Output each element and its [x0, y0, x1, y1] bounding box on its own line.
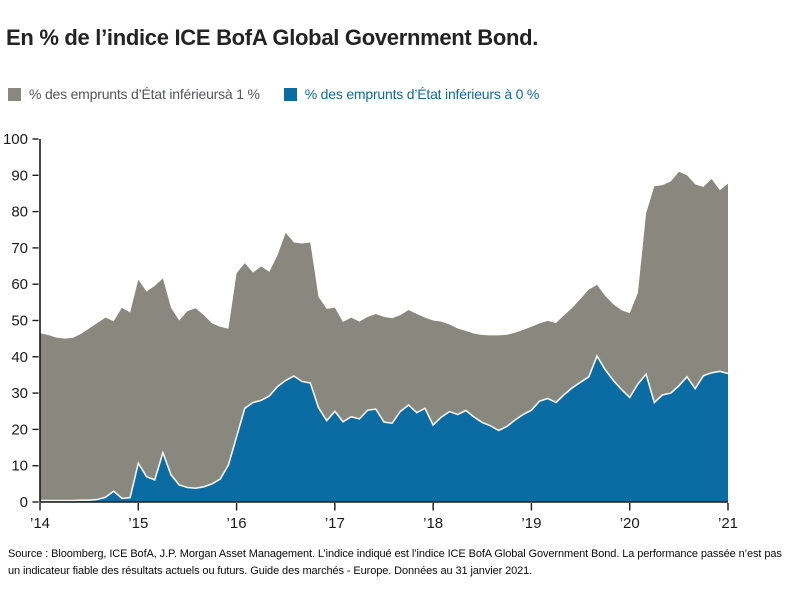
y-axis-tick-label: 90 — [11, 167, 28, 184]
y-axis-tick-label: 50 — [11, 313, 28, 330]
y-axis-tick-label: 60 — [11, 276, 28, 293]
legend-label-below-1pct: % des emprunts d’État inférieursà 1 % — [29, 86, 260, 102]
x-axis-tick-label: ’16 — [227, 515, 247, 532]
legend-label-below-0pct: % des emprunts d’État inférieurs à 0 % — [304, 86, 540, 102]
legend-swatch-below-0pct-icon — [283, 87, 297, 101]
y-axis-tick-label: 70 — [11, 240, 28, 257]
x-axis-tick-label: ’18 — [423, 515, 443, 532]
x-axis-tick-label: ’17 — [325, 515, 345, 532]
x-axis-tick-label: ’20 — [620, 515, 640, 532]
y-axis-tick-label: 10 — [11, 458, 28, 475]
y-axis-tick-label: 30 — [11, 385, 28, 402]
x-axis-tick-label: ’14 — [30, 515, 50, 532]
x-axis-tick-label: ’15 — [128, 515, 148, 532]
y-axis-tick-label: 0 — [20, 494, 28, 511]
legend-swatch-below-1pct-icon — [8, 87, 21, 101]
x-axis-tick-label: ’19 — [521, 515, 541, 532]
axis-lines — [39, 139, 728, 503]
y-axis-tick-label: 40 — [11, 349, 28, 366]
legend-item-below-1pct: % des emprunts d’État inférieursà 1 % — [8, 86, 260, 102]
chart-title: En % de l’indice ICE BofA Global Governm… — [6, 25, 539, 50]
source-note: Source : Bloomberg, ICE BofA, J.P. Morga… — [8, 548, 782, 577]
y-axis-tick-label: 100 — [3, 131, 28, 148]
x-axis-tick-label: ’21 — [718, 515, 738, 532]
area-boundary-line — [40, 354, 729, 502]
legend: % des emprunts d’État inférieursà 1 % % … — [8, 86, 539, 102]
area-below-0pct — [40, 356, 728, 502]
y-axis-tick-label: 20 — [11, 421, 28, 438]
y-axis-tick-label: 80 — [11, 204, 28, 221]
legend-item-below-0pct: % des emprunts d’État inférieurs à 0 % — [283, 86, 540, 102]
